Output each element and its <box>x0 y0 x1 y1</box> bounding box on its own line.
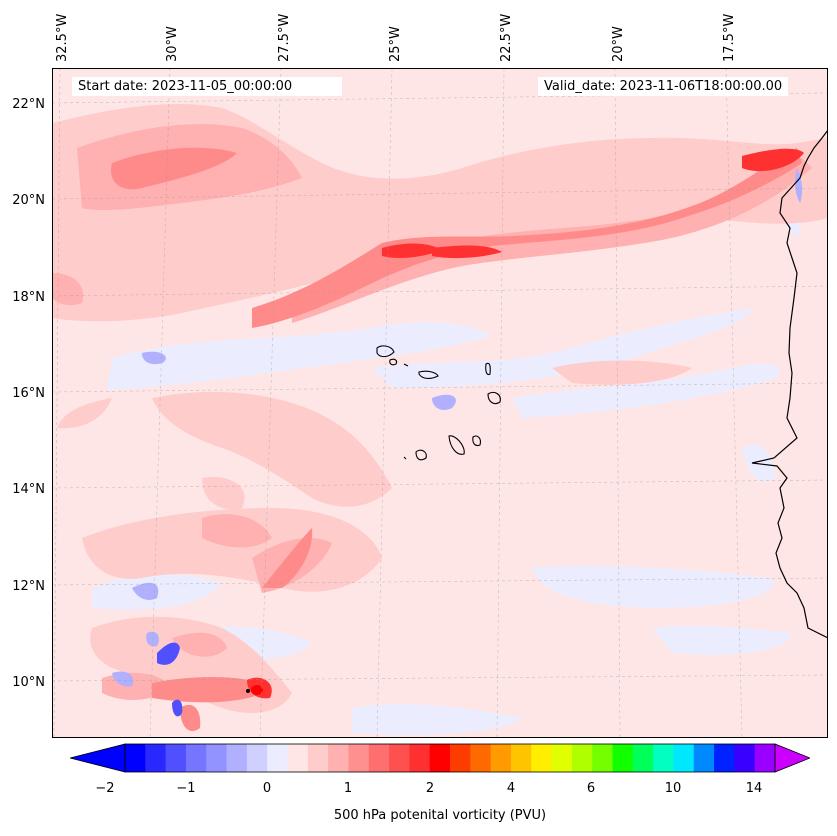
lat-label-16n: 16°N <box>12 386 45 401</box>
colorbar-title: 500 hPa potenital vorticity (PVU) <box>333 808 547 823</box>
colorbar <box>70 743 810 773</box>
colorbar-cell <box>510 744 532 772</box>
map-frame <box>52 68 828 738</box>
lat-label-22n: 22°N <box>12 97 45 112</box>
lon-label-32.5w: 32.5°W <box>55 13 70 62</box>
colorbar-cell <box>490 744 512 772</box>
colorbar-tick: 4 <box>506 781 516 796</box>
lon-label-25w: 25°W <box>388 26 403 62</box>
pv-maximum-core <box>251 685 263 695</box>
strong-negative-pv <box>157 642 183 717</box>
colorbar-cell <box>206 744 228 772</box>
colorbar-cell <box>287 744 309 772</box>
colorbar-cell <box>470 744 492 772</box>
lon-label-27.5w: 27.5°W <box>277 13 292 62</box>
pv-map <box>52 68 828 738</box>
lat-label-20n: 20°N <box>12 193 45 208</box>
lat-label-18n: 18°N <box>12 290 45 305</box>
pv-maxima <box>247 148 804 699</box>
lon-label-17.5w: 17.5°W <box>722 13 737 62</box>
high-pv-filament <box>111 147 802 732</box>
colorbar-tick: −2 <box>95 781 115 796</box>
colorbar-frame <box>124 743 776 773</box>
colorbar-tick: 1 <box>343 781 353 796</box>
lon-label-22.5w: 22.5°W <box>499 13 514 62</box>
colorbar-cell <box>551 744 573 772</box>
colorbar-tick: 2 <box>425 781 435 796</box>
colorbar-cell <box>389 744 410 772</box>
colorbar-cell <box>734 744 756 772</box>
colorbar-cells <box>125 744 776 772</box>
colorbar-over-triangle <box>774 743 810 773</box>
low-pv-areas <box>52 103 828 713</box>
colorbar-cell <box>653 744 674 772</box>
lat-label-14n: 14°N <box>12 482 45 497</box>
lat-label-12n: 12°N <box>12 579 45 594</box>
colorbar-tick: −1 <box>176 781 196 796</box>
lat-label-10n: 10°N <box>12 675 45 690</box>
colorbar-cell <box>632 744 654 772</box>
lon-label-20w: 20°W <box>611 26 626 62</box>
colorbar-tick: 10 <box>664 781 682 796</box>
colorbar-cell <box>185 744 207 772</box>
cape-verde-islands <box>376 345 501 461</box>
start-date-label: Start date: 2023-11-05_00:00:00 <box>72 77 342 96</box>
colorbar-cell <box>125 744 146 772</box>
colorbar-cell <box>693 744 715 772</box>
colorbar-cell <box>612 744 634 772</box>
valid-date-label: Valid_date: 2023-11-06T18:00:00.00 <box>538 77 789 96</box>
colorbar-under-triangle <box>70 743 126 773</box>
colorbar-cell <box>409 744 431 772</box>
colorbar-cell <box>450 744 471 772</box>
lon-label-30w: 30°W <box>165 26 180 62</box>
colorbar-cell <box>368 744 390 772</box>
negative-pv-areas <box>112 168 803 687</box>
colorbar-cell <box>246 744 268 772</box>
colorbar-tick: 14 <box>745 781 763 796</box>
colorbar-cell <box>267 744 288 772</box>
colorbar-cell <box>714 744 735 772</box>
colorbar-cell <box>754 744 776 772</box>
colorbar-cell <box>307 744 329 772</box>
colorbar-cell <box>226 744 248 772</box>
colorbar-cell <box>348 744 370 772</box>
colorbar-cell <box>328 744 349 772</box>
colorbar-tick: 6 <box>586 781 596 796</box>
africa-coastline <box>751 129 828 639</box>
colorbar-cell <box>592 744 613 772</box>
colorbar-cell <box>145 744 167 772</box>
colorbar-cell <box>165 744 187 772</box>
pv-maximum-dot <box>246 689 250 693</box>
colorbar-tick: 0 <box>262 781 272 796</box>
colorbar-cell <box>429 744 451 772</box>
colorbar-cell <box>571 744 593 772</box>
colorbar-cell <box>531 744 553 772</box>
graticule <box>52 68 828 738</box>
colorbar-cell <box>673 744 695 772</box>
